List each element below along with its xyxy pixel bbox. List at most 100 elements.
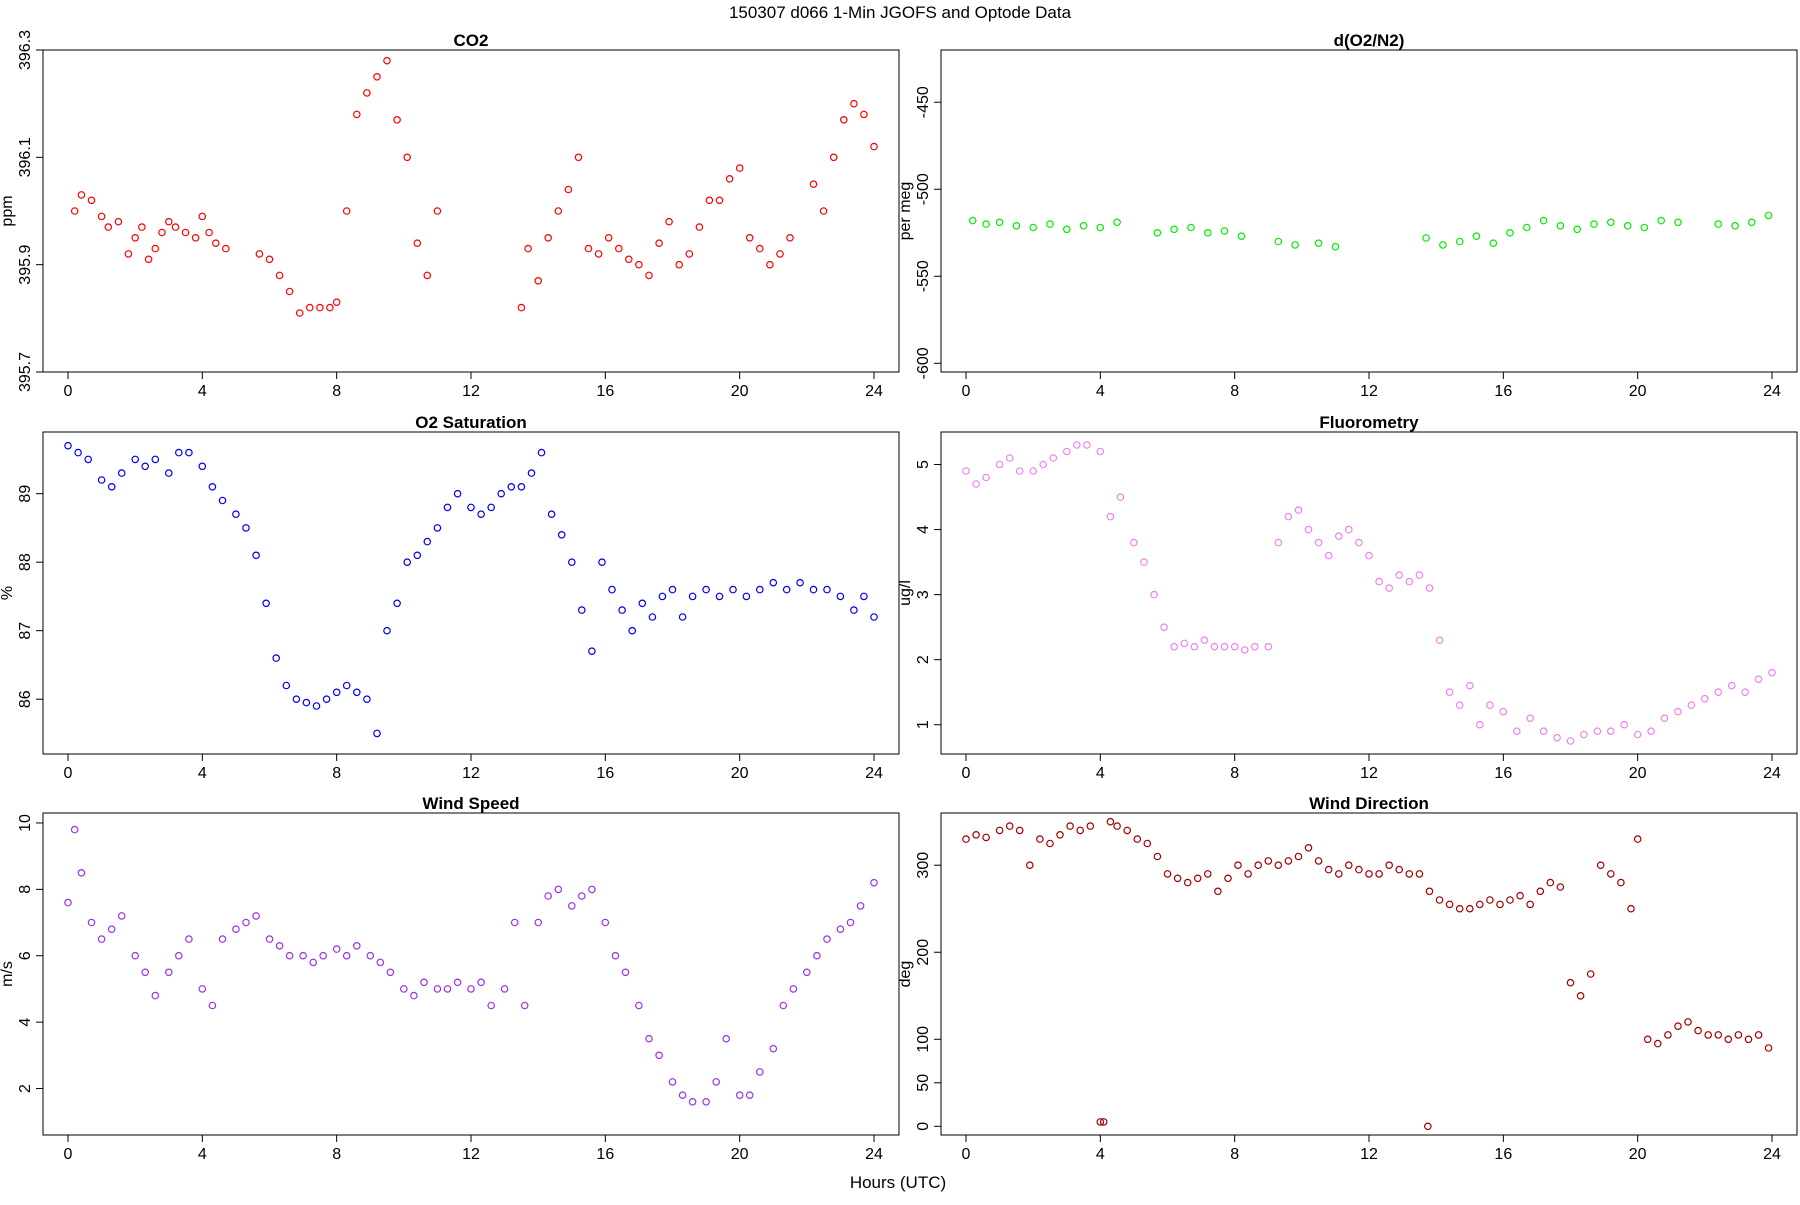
y-tick-label: 4	[17, 1018, 34, 1027]
data-point	[1106, 512, 1115, 521]
data-point	[1113, 218, 1121, 227]
data-point	[995, 218, 1004, 227]
x-tick-label: 4	[1096, 765, 1105, 782]
data-point	[574, 153, 583, 162]
data-point	[745, 234, 754, 242]
data-point	[165, 217, 173, 226]
data-point	[1153, 229, 1162, 237]
data-point	[1422, 234, 1430, 242]
data-point	[309, 958, 318, 967]
data-point	[695, 223, 704, 231]
x-tick-label: 0	[64, 1146, 73, 1163]
data-point	[638, 599, 647, 608]
data-point	[1324, 551, 1333, 560]
data-point	[1590, 220, 1598, 228]
data-point	[1415, 571, 1424, 579]
x-tick-label: 4	[198, 383, 207, 400]
data-point	[64, 898, 72, 907]
data-point	[1607, 218, 1615, 227]
y-tick-label: 87	[17, 622, 34, 640]
data-point	[712, 1078, 721, 1086]
data-points	[64, 441, 878, 738]
data-point	[97, 212, 106, 221]
data-point	[809, 585, 818, 594]
data-point	[628, 626, 637, 635]
data-point	[611, 951, 620, 960]
data-point	[410, 991, 418, 1000]
x-tick-label: 16	[1494, 765, 1512, 782]
data-point	[554, 885, 563, 894]
y-tick-label: -450	[915, 86, 932, 118]
data-point	[1234, 861, 1242, 870]
y-tick-label: 3	[915, 590, 932, 599]
data-point	[138, 223, 146, 231]
data-point	[1076, 826, 1085, 835]
x-tick-label: 12	[462, 383, 480, 400]
data-point	[1163, 870, 1172, 878]
data-point	[1425, 584, 1434, 592]
data-point	[846, 918, 855, 927]
data-point	[208, 1001, 217, 1010]
data-point	[1674, 218, 1682, 227]
data-point	[181, 228, 190, 237]
x-tick-label: 12	[1360, 765, 1378, 782]
data-point	[702, 585, 710, 594]
data-point	[433, 524, 442, 532]
data-point	[655, 1051, 663, 1060]
data-point	[1190, 642, 1199, 651]
data-point	[1049, 454, 1058, 462]
data-point	[1764, 211, 1773, 220]
data-point	[352, 110, 361, 119]
data-point	[1096, 447, 1105, 456]
x-tick-label: 4	[198, 765, 207, 782]
data-point	[84, 455, 93, 464]
data-point	[1140, 558, 1148, 566]
data-point	[1251, 642, 1259, 651]
data-point	[836, 925, 845, 934]
data-point	[1015, 826, 1024, 835]
data-point	[275, 271, 284, 280]
panel-title: Fluorometry	[1319, 413, 1419, 432]
data-point	[766, 260, 774, 269]
data-point	[1640, 223, 1649, 232]
data-point	[443, 503, 452, 512]
y-tick-label: 5	[915, 460, 932, 469]
data-point	[124, 250, 133, 258]
data-point	[635, 1001, 643, 1010]
data-point	[1143, 839, 1152, 848]
data-point	[363, 89, 371, 97]
data-point	[1375, 577, 1383, 586]
panel-d-o2-n2: d(O2/N2) 0 4 8 12 16 20 24 -600 -550 -500 -450 per m…	[897, 31, 1798, 400]
data-point	[423, 537, 432, 546]
data-point	[423, 271, 432, 280]
data-point	[1539, 216, 1548, 225]
data-point	[1224, 874, 1232, 883]
data-point	[1405, 577, 1414, 586]
plot-frame	[42, 49, 900, 373]
data-point	[1466, 904, 1474, 913]
data-point	[403, 558, 412, 567]
data-point	[1523, 223, 1531, 232]
data-point	[547, 510, 556, 519]
panel-title: Wind Speed	[422, 794, 519, 813]
x-tick-label: 8	[332, 383, 341, 400]
data-point	[1214, 887, 1222, 896]
data-point	[968, 216, 977, 225]
data-point	[1056, 830, 1064, 839]
data-point	[1654, 1039, 1662, 1048]
data-point	[433, 207, 442, 215]
data-point	[839, 116, 848, 124]
data-point	[584, 244, 593, 253]
data-point	[70, 825, 79, 834]
data-point	[1170, 225, 1179, 234]
x-tick-label: 8	[332, 765, 341, 782]
data-point	[1623, 222, 1632, 230]
data-point	[232, 510, 240, 519]
data-point	[1455, 904, 1464, 913]
data-point	[870, 878, 878, 887]
y-tick-label: 395.7	[17, 352, 34, 392]
data-point	[982, 833, 990, 842]
data-point	[477, 978, 485, 987]
panel-wind-direction: Wind Direction 0 4 8 12 16 20 24 0 50 100 200 300 deg	[897, 794, 1798, 1163]
